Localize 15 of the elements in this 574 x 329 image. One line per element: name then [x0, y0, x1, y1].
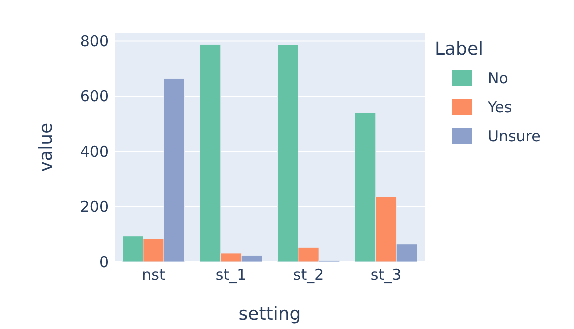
- y-tick-label: 200: [80, 198, 109, 216]
- legend-label: Yes: [487, 98, 512, 116]
- y-tick-label: 600: [80, 88, 109, 106]
- legend-label: Unsure: [488, 127, 541, 146]
- x-tick-label: st_3: [370, 266, 402, 284]
- y-tick-label: 0: [99, 253, 109, 272]
- legend-label: No: [488, 69, 508, 88]
- x-tick-label: st_2: [293, 266, 324, 284]
- x-tick-label: nst: [142, 266, 166, 284]
- x-tick-label: st_1: [216, 266, 247, 284]
- y-axis-title: value: [36, 122, 57, 172]
- legend-title: Label: [435, 39, 484, 60]
- y-tick-label: 400: [80, 142, 109, 161]
- y-tick-label: 800: [80, 32, 109, 51]
- x-axis-title: setting: [238, 304, 302, 325]
